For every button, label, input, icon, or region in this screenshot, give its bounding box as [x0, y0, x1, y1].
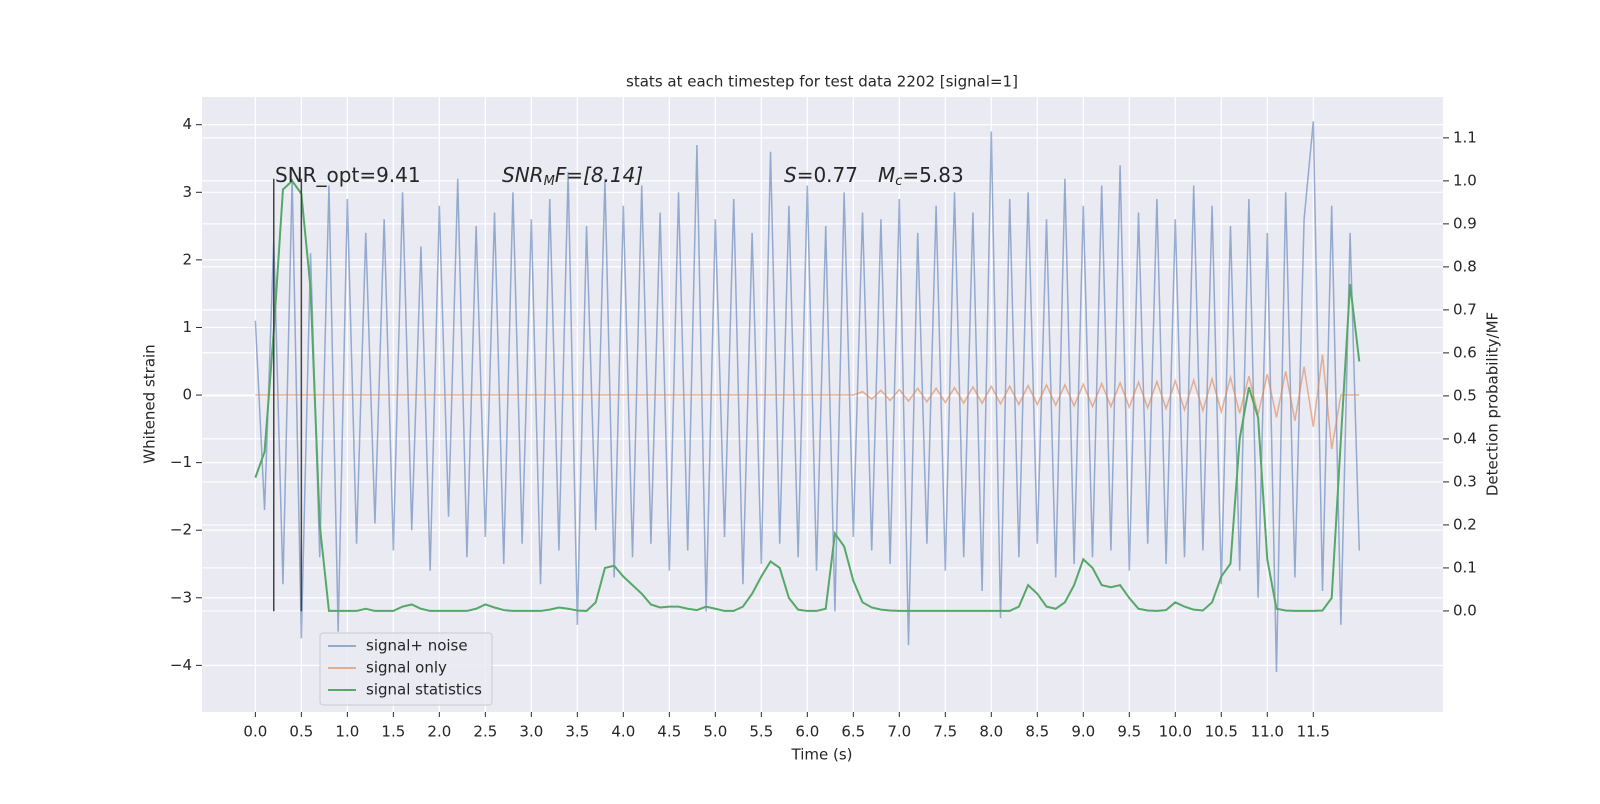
y-tick-label: 0 [182, 386, 192, 404]
plot-background [202, 97, 1443, 712]
series-line [254, 179, 1361, 612]
y2-tick-label: 0.9 [1453, 214, 1477, 232]
x-tick-label: 11.0 [1251, 723, 1284, 741]
x-tick-label: 4.5 [657, 723, 681, 741]
annotation-text: =5.83 [902, 163, 963, 187]
annotation-text: M [878, 163, 895, 187]
x-tick-label: 11.5 [1297, 723, 1330, 741]
x-tick-label: 0.5 [289, 723, 313, 741]
y2-tick-label: 0.0 [1453, 601, 1477, 619]
x-tick-label: 5.5 [749, 723, 773, 741]
y2-axis-label: Detection probability/MF [1484, 312, 1502, 496]
annotation-text: c [895, 174, 902, 189]
annotation-text: F=[8.14] [555, 163, 643, 187]
x-tick-label: 2.5 [473, 723, 497, 741]
y2-tick-label: 0.8 [1453, 257, 1477, 275]
y2-tick-label: 0.2 [1453, 515, 1477, 533]
x-tick-label: 3.5 [565, 723, 589, 741]
x-tick-label: 9.0 [1071, 723, 1095, 741]
y2-tick-label: 1.0 [1453, 171, 1477, 189]
x-tick-label: 1.5 [381, 723, 405, 741]
annotation-text: SNR_opt=9.41 [275, 163, 421, 187]
series-line [255, 354, 1360, 450]
annotation-text: =0.77 [797, 163, 858, 187]
x-tick-label: 10.0 [1159, 723, 1192, 741]
y-tick-label: −3 [170, 588, 192, 606]
annotation: SNRMF=[8.14] [502, 163, 643, 189]
y-axis-label: Whitened strain [141, 344, 159, 463]
x-tick-label: 3.0 [519, 723, 543, 741]
marks [254, 121, 1361, 673]
y-tick-label: 3 [182, 183, 192, 201]
y2-tick-label: 0.3 [1453, 472, 1477, 490]
x-tick-label: 4.0 [611, 723, 635, 741]
legend-label: signal only [366, 659, 447, 677]
series-line [254, 121, 1361, 673]
x-tick-label: 7.5 [933, 723, 957, 741]
legend: signal+ noise signal only signal statistic… [319, 632, 493, 706]
y-tick-label: 2 [182, 250, 192, 268]
legend-label: signal statistics [366, 681, 482, 699]
x-tick-label: 10.5 [1205, 723, 1238, 741]
legend-label: signal+ noise [366, 637, 468, 655]
annotation: S=0.77 [784, 163, 858, 187]
x-tick-label: 8.5 [1025, 723, 1049, 741]
annotation: SNR_opt=9.41 [275, 163, 421, 187]
chart-title: stats at each timestep for test data 220… [626, 73, 1018, 91]
y2-tick-label: 0.7 [1453, 300, 1477, 318]
x-tick-label: 1.0 [335, 723, 359, 741]
annotation-text: M [544, 174, 555, 189]
y-tick-label: −4 [170, 656, 192, 674]
y2-tick-label: 0.4 [1453, 429, 1477, 447]
y2-tick-label: 0.1 [1453, 558, 1477, 576]
x-tick-label: 6.0 [795, 723, 819, 741]
x-tick-label: 6.5 [841, 723, 865, 741]
y2-tick-label: 1.1 [1453, 128, 1477, 146]
annotation-text: SNR [502, 163, 544, 187]
x-axis-label: Time (s) [791, 746, 853, 764]
x-tick-label: 7.0 [887, 723, 911, 741]
y2-tick-label: 0.5 [1453, 386, 1477, 404]
annotation: Mc=5.83 [878, 163, 964, 189]
x-tick-label: 9.5 [1117, 723, 1141, 741]
x-tick-label: 2.0 [427, 723, 451, 741]
y-tick-label: −1 [170, 453, 192, 471]
y2-tick-label: 0.6 [1453, 343, 1477, 361]
y-tick-label: 4 [182, 115, 192, 133]
y-tick-label: −2 [170, 521, 192, 539]
x-tick-label: 0.0 [243, 723, 267, 741]
legend-box [319, 632, 493, 706]
y-tick-label: 1 [182, 318, 192, 336]
annotation-text: S [784, 163, 797, 187]
x-tick-label: 5.0 [703, 723, 727, 741]
x-tick-label: 8.0 [979, 723, 1003, 741]
